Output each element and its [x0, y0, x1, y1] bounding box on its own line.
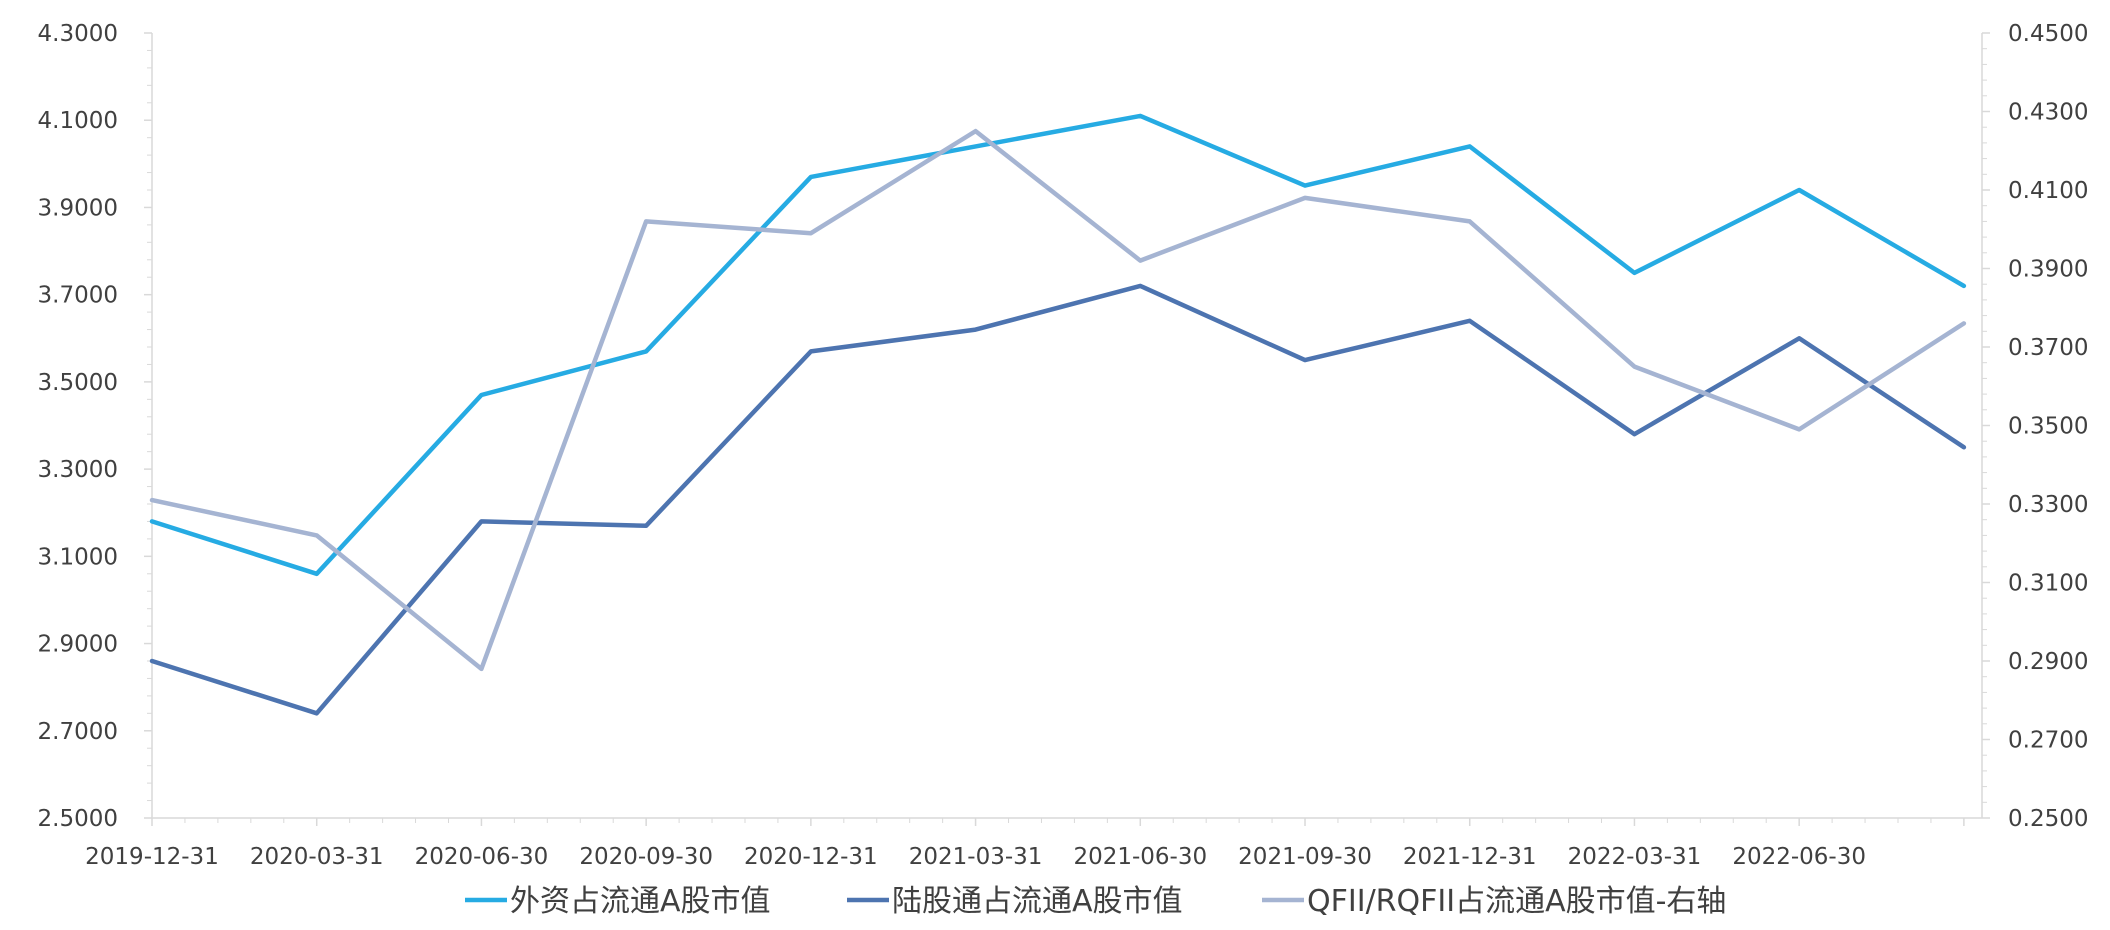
x-tick-label: 2020-12-31	[744, 844, 878, 870]
x-tick-label: 2021-06-30	[1073, 844, 1207, 870]
y-tick-label-right: 0.3900	[2008, 257, 2088, 283]
series-layer	[149, 113, 1967, 716]
y-tick-label-left: 3.5000	[38, 370, 118, 396]
y-tick-label-left: 4.3000	[38, 21, 118, 47]
y-tick-label-right: 0.3300	[2008, 492, 2088, 518]
x-tick-label: 2021-09-30	[1238, 844, 1372, 870]
y-tick-label-right: 0.4500	[2008, 21, 2088, 47]
legend-label-1: 外资占流通A股市值	[510, 884, 771, 919]
y-tick-label-left: 3.1000	[38, 544, 118, 570]
y-tick-label-left: 3.7000	[38, 283, 118, 309]
y-tick-label-left: 3.3000	[38, 457, 118, 483]
y-tick-label-right: 0.2500	[2008, 806, 2088, 832]
x-tick-label: 2021-03-31	[909, 844, 1043, 870]
y-tick-label-left: 2.9000	[38, 632, 118, 658]
y-tick-label-right: 0.4300	[2008, 100, 2088, 126]
x-tick-label: 2019-12-31	[85, 844, 219, 870]
y-tick-label-left: 2.5000	[38, 806, 118, 832]
x-tick-label: 2020-06-30	[415, 844, 549, 870]
y-tick-label-right: 0.2900	[2008, 649, 2088, 675]
series-line-1	[149, 113, 1967, 577]
x-tick-label: 2022-03-31	[1568, 844, 1702, 870]
x-tick-label: 2021-12-31	[1403, 844, 1537, 870]
y-tick-label-right: 0.2700	[2008, 728, 2088, 754]
y-tick-label-right: 0.3100	[2008, 571, 2088, 597]
y-tick-label-right: 0.3700	[2008, 335, 2088, 361]
y-tick-label-right: 0.3500	[2008, 414, 2088, 440]
x-tick-label: 2022-06-30	[1732, 844, 1866, 870]
y-tick-label-left: 2.7000	[38, 719, 118, 745]
y-tick-label-right: 0.4100	[2008, 178, 2088, 204]
axes: 2.5000 2.7000 2.9000 3.1000 3.3000 3.5000 3.70…	[38, 21, 2089, 870]
legend-label-2: 陆股通占流通A股市值	[892, 884, 1183, 919]
legend-label-3: QFII/RQFII占流通A股市值-右轴	[1307, 884, 1726, 919]
y-tick-label-left: 3.9000	[38, 195, 118, 221]
series-line-3	[149, 128, 1967, 672]
y-tick-label-left: 4.1000	[38, 108, 118, 134]
legend: 外资占流通A股市值 陆股通占流通A股市值 QFII/RQFII占流通A股市值-右轴	[465, 884, 1726, 919]
x-tick-label: 2020-09-30	[579, 844, 713, 870]
x-tick-label: 2020-03-31	[250, 844, 384, 870]
series-line-2	[149, 283, 1967, 716]
